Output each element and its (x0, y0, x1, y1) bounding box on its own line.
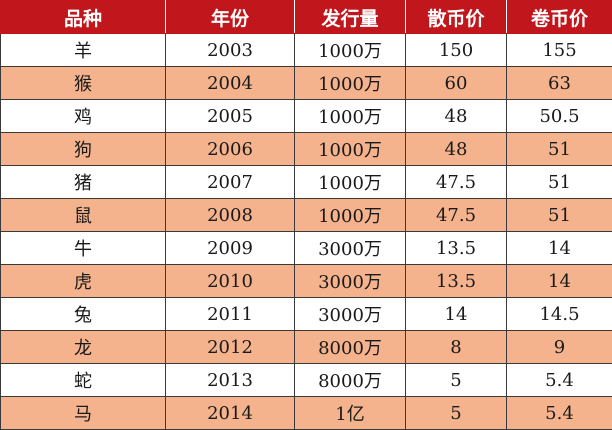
header-issue-volume: 发行量 (294, 0, 406, 34)
cell-loose-coin-price: 60 (405, 66, 507, 100)
header-roll-coin-price: 卷币价 (506, 0, 612, 34)
cell-loose-coin-price: 48 (405, 132, 507, 166)
cell-roll-coin-price: 63 (506, 66, 612, 100)
cell-variety: 虎 (0, 264, 166, 298)
table-row: 兔 2011 3000万 14 14.5 (0, 297, 612, 331)
cell-year: 2014 (165, 396, 295, 430)
cell-year: 2013 (165, 363, 295, 397)
cell-variety: 蛇 (0, 363, 166, 397)
cell-roll-coin-price: 9 (506, 330, 612, 364)
cell-roll-coin-price: 14.5 (506, 297, 612, 331)
cell-year: 2003 (165, 33, 295, 67)
cell-roll-coin-price: 51 (506, 198, 612, 232)
cell-year: 2006 (165, 132, 295, 166)
cell-year: 2004 (165, 66, 295, 100)
cell-roll-coin-price: 50.5 (506, 99, 612, 133)
cell-roll-coin-price: 14 (506, 264, 612, 298)
cell-issue-volume: 1000万 (294, 132, 406, 166)
cell-roll-coin-price: 5.4 (506, 396, 612, 430)
cell-variety: 鼠 (0, 198, 166, 232)
cell-loose-coin-price: 14 (405, 297, 507, 331)
cell-issue-volume: 3000万 (294, 231, 406, 265)
cell-variety: 猪 (0, 165, 166, 199)
cell-loose-coin-price: 47.5 (405, 198, 507, 232)
table-row: 狗 2006 1000万 48 51 (0, 132, 612, 166)
header-year: 年份 (165, 0, 295, 34)
table-row: 蛇 2013 8000万 5 5.4 (0, 363, 612, 397)
cell-roll-coin-price: 155 (506, 33, 612, 67)
header-variety: 品种 (0, 0, 166, 34)
cell-loose-coin-price: 13.5 (405, 264, 507, 298)
table-row: 鸡 2005 1000万 48 50.5 (0, 99, 612, 133)
cell-loose-coin-price: 13.5 (405, 231, 507, 265)
cell-roll-coin-price: 51 (506, 165, 612, 199)
table-row: 鼠 2008 1000万 47.5 51 (0, 198, 612, 232)
cell-variety: 狗 (0, 132, 166, 166)
cell-loose-coin-price: 5 (405, 396, 507, 430)
cell-variety: 鸡 (0, 99, 166, 133)
table-row: 羊 2003 1000万 150 155 (0, 33, 612, 67)
cell-variety: 牛 (0, 231, 166, 265)
cell-loose-coin-price: 5 (405, 363, 507, 397)
cell-loose-coin-price: 8 (405, 330, 507, 364)
cell-year: 2010 (165, 264, 295, 298)
table-row: 猴 2004 1000万 60 63 (0, 66, 612, 100)
cell-variety: 龙 (0, 330, 166, 364)
cell-roll-coin-price: 51 (506, 132, 612, 166)
cell-year: 2005 (165, 99, 295, 133)
cell-year: 2007 (165, 165, 295, 199)
table-row: 虎 2010 3000万 13.5 14 (0, 264, 612, 298)
table-row: 龙 2012 8000万 8 9 (0, 330, 612, 364)
cell-roll-coin-price: 14 (506, 231, 612, 265)
cell-issue-volume: 1000万 (294, 165, 406, 199)
table-row: 马 2014 1亿 5 5.4 (0, 396, 612, 430)
cell-loose-coin-price: 47.5 (405, 165, 507, 199)
cell-issue-volume: 3000万 (294, 297, 406, 331)
cell-issue-volume: 8000万 (294, 363, 406, 397)
header-row: 品种 年份 发行量 散币价 卷币价 (0, 0, 612, 34)
cell-variety: 猴 (0, 66, 166, 100)
table-row: 猪 2007 1000万 47.5 51 (0, 165, 612, 199)
cell-year: 2011 (165, 297, 295, 331)
cell-year: 2012 (165, 330, 295, 364)
cell-issue-volume: 8000万 (294, 330, 406, 364)
cell-variety: 羊 (0, 33, 166, 67)
cell-issue-volume: 1000万 (294, 198, 406, 232)
cell-variety: 兔 (0, 297, 166, 331)
cell-year: 2008 (165, 198, 295, 232)
cell-variety: 马 (0, 396, 166, 430)
cell-issue-volume: 1000万 (294, 99, 406, 133)
cell-issue-volume: 1000万 (294, 66, 406, 100)
cell-issue-volume: 1000万 (294, 33, 406, 67)
cell-loose-coin-price: 48 (405, 99, 507, 133)
cell-year: 2009 (165, 231, 295, 265)
header-loose-coin-price: 散币价 (405, 0, 507, 34)
cell-issue-volume: 3000万 (294, 264, 406, 298)
table-row: 牛 2009 3000万 13.5 14 (0, 231, 612, 265)
cell-loose-coin-price: 150 (405, 33, 507, 67)
cell-roll-coin-price: 5.4 (506, 363, 612, 397)
cell-issue-volume: 1亿 (294, 396, 406, 430)
